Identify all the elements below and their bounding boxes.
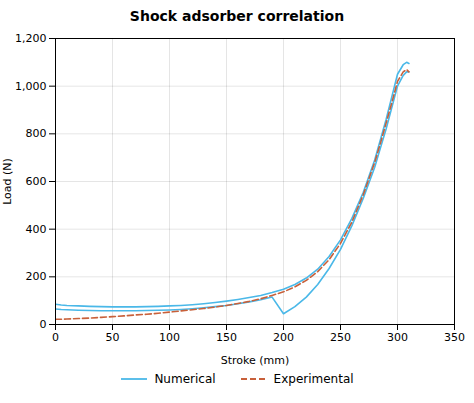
svg-text:Stroke (mm): Stroke (mm) xyxy=(221,354,290,367)
svg-text:200: 200 xyxy=(26,270,47,283)
svg-text:350: 350 xyxy=(444,331,465,344)
svg-text:400: 400 xyxy=(26,223,47,236)
svg-text:1,200: 1,200 xyxy=(15,32,47,45)
svg-text:Load (N): Load (N) xyxy=(1,158,14,205)
svg-text:800: 800 xyxy=(26,127,47,140)
html-text:Shock adsorber correlation: Shock adsorber correlation xyxy=(129,8,345,24)
svg-text:100: 100 xyxy=(159,331,180,344)
svg-text:250: 250 xyxy=(330,331,351,344)
svg-text:0: 0 xyxy=(40,318,47,331)
html-text:Numerical: Numerical xyxy=(154,372,216,386)
svg-text:200: 200 xyxy=(273,331,294,344)
svg-text:300: 300 xyxy=(387,331,408,344)
html-text:Experimental: Experimental xyxy=(273,372,354,386)
svg-text:50: 50 xyxy=(106,331,120,344)
svg-text:1,000: 1,000 xyxy=(15,80,47,93)
svg-text:0: 0 xyxy=(52,331,59,344)
svg-text:600: 600 xyxy=(26,175,47,188)
svg-text:150: 150 xyxy=(216,331,237,344)
